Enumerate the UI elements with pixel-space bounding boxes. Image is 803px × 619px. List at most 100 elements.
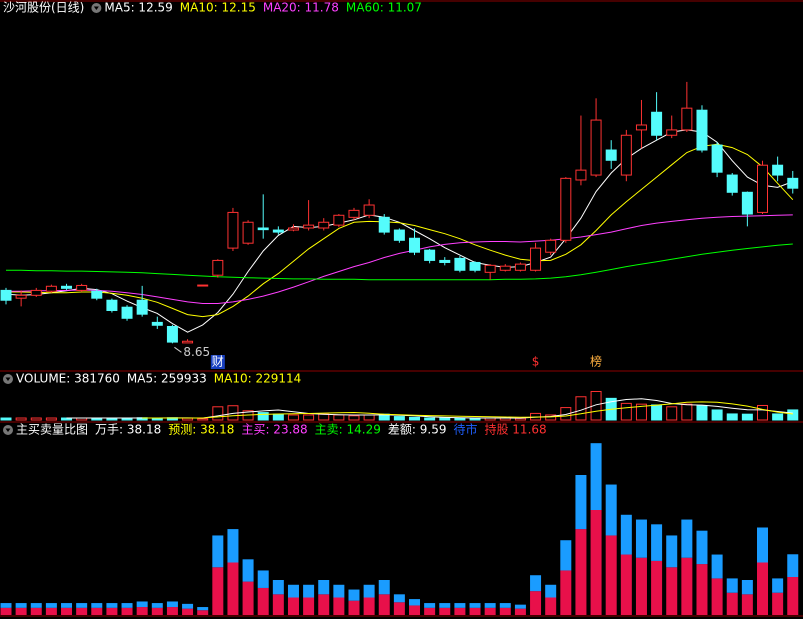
- candle-body: [726, 174, 738, 193]
- stacked-segment: [454, 607, 466, 615]
- event-label: 财: [212, 355, 224, 369]
- candle-body: [620, 134, 632, 176]
- stacked-segment: [106, 607, 118, 615]
- stacked-segment: [696, 530, 708, 565]
- stacked-segment: [514, 604, 526, 609]
- stacked-segment: [409, 599, 421, 606]
- stacked-segment: [726, 592, 738, 615]
- stacked-segment: [151, 607, 163, 615]
- stacked-segment: [620, 514, 632, 555]
- panel-icon-arrow: [5, 377, 11, 381]
- stacked-segment: [499, 603, 511, 608]
- volume-bar: [363, 414, 375, 421]
- candle-body: [681, 107, 693, 131]
- stacked-segment: [741, 580, 753, 595]
- candle-body: [711, 144, 723, 173]
- candle-body: [76, 284, 88, 291]
- stacked-segment: [499, 607, 511, 615]
- stacked-segment: [348, 600, 360, 615]
- header-label: 预测: 38.18: [168, 423, 234, 437]
- stacked-segment: [333, 597, 345, 615]
- candle-body: [363, 204, 375, 216]
- volume-bar: [772, 413, 784, 421]
- legend-entry: MA5: 259933: [127, 372, 207, 386]
- stacked-segment: [666, 535, 678, 568]
- stacked-segment: [469, 603, 481, 608]
- stacked-segment: [197, 607, 209, 611]
- volume-bar: [741, 413, 753, 421]
- stacked-segment: [530, 591, 542, 615]
- candle-body: [696, 109, 708, 151]
- stacked-segment: [363, 597, 375, 615]
- candle-body: [136, 299, 148, 315]
- stacked-segment: [484, 607, 496, 615]
- stacked-segment: [605, 535, 617, 615]
- volume-bar: [666, 406, 678, 421]
- stacked-segment: [318, 594, 330, 615]
- volume-bar: [30, 417, 42, 421]
- candle-body: [409, 237, 421, 253]
- candle-body: [151, 321, 163, 326]
- legend-entry: MA20: 11.78: [263, 1, 339, 15]
- stacked-segment: [182, 608, 194, 615]
- candle-body: [272, 229, 284, 233]
- stacked-segment: [787, 554, 799, 578]
- volume-bar: [787, 409, 799, 421]
- stacked-segment: [15, 607, 27, 615]
- volume-bar: [333, 414, 345, 421]
- volume-bar: [635, 403, 647, 421]
- stacked-segment: [409, 605, 421, 615]
- volume-bar: [681, 403, 693, 421]
- volume-bar: [393, 416, 405, 421]
- stacked-segment: [0, 607, 12, 615]
- candle-body: [530, 247, 542, 271]
- chart-title: 主买卖量比图: [16, 423, 88, 437]
- stacked-segment: [741, 594, 753, 615]
- candle-body: [257, 227, 269, 231]
- candle-body: [560, 177, 572, 241]
- stacked-segment: [272, 594, 284, 615]
- stacked-segment: [242, 581, 254, 615]
- volume-bar: [590, 390, 602, 421]
- candle-body: [166, 325, 178, 343]
- candle-body: [106, 299, 118, 311]
- stacked-segment: [681, 519, 693, 558]
- stacked-segment: [242, 559, 254, 582]
- low-marker-line: [174, 346, 182, 353]
- candle-body: [15, 294, 27, 299]
- candle-body: [61, 285, 73, 289]
- stacked-segment: [545, 597, 557, 615]
- stacked-segment: [30, 607, 42, 615]
- panel-icon-arrow: [5, 428, 11, 432]
- candle-body: [0, 289, 12, 301]
- header-label: 主买: 23.88: [241, 423, 307, 437]
- ma-line: [6, 243, 793, 281]
- stacked-segment: [136, 601, 148, 608]
- stacked-segment: [318, 580, 330, 595]
- stacked-segment: [287, 597, 299, 615]
- candle-body: [30, 289, 42, 296]
- volume-bar: [696, 405, 708, 421]
- volume-bar: [726, 413, 738, 421]
- stacked-segment: [590, 443, 602, 510]
- candle-body: [121, 306, 133, 319]
- candle-body: [772, 164, 784, 176]
- stacked-segment: [651, 524, 663, 561]
- stacked-segment: [76, 603, 88, 608]
- stacked-segment: [545, 584, 557, 598]
- candle-body: [197, 284, 209, 287]
- candle-body: [378, 216, 390, 233]
- stacked-segment: [182, 603, 194, 609]
- candle-body: [303, 224, 315, 229]
- candle-body: [454, 257, 466, 271]
- stacked-segment: [30, 603, 42, 608]
- volume-bar: [303, 414, 315, 421]
- candle-body: [348, 209, 360, 218]
- candle-body: [635, 124, 647, 131]
- candle-body: [651, 111, 663, 136]
- volume-bar: [15, 417, 27, 421]
- stacked-segment: [91, 607, 103, 615]
- volume-bar: [424, 417, 436, 421]
